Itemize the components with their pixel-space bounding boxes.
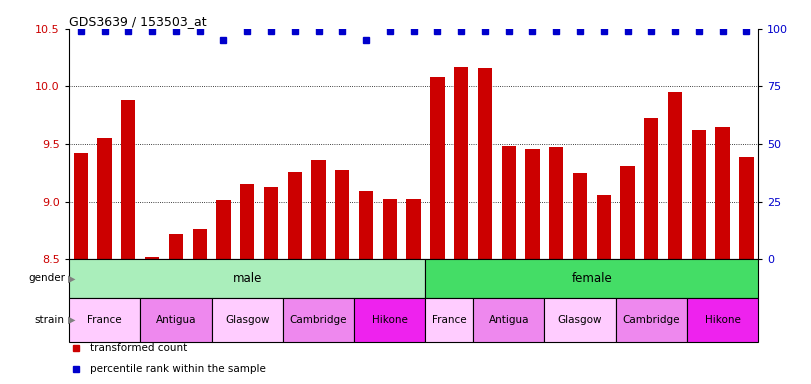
Bar: [169, 234, 183, 259]
Bar: [140, 298, 212, 342]
Bar: [544, 298, 616, 342]
Text: ▶: ▶: [68, 273, 75, 283]
Text: Glasgow: Glasgow: [558, 314, 603, 325]
Bar: [478, 68, 492, 259]
Bar: [121, 100, 135, 259]
Text: Antigua: Antigua: [488, 314, 529, 325]
Text: female: female: [572, 272, 612, 285]
Bar: [687, 298, 758, 342]
Text: GDS3639 / 153503_at: GDS3639 / 153503_at: [69, 15, 207, 28]
Bar: [69, 259, 426, 298]
Text: Hikone: Hikone: [372, 314, 408, 325]
Bar: [264, 187, 278, 259]
Bar: [426, 259, 758, 298]
Text: France: France: [88, 314, 122, 325]
Text: Hikone: Hikone: [705, 314, 740, 325]
Bar: [97, 138, 112, 259]
Bar: [212, 298, 283, 342]
Bar: [740, 157, 753, 259]
Bar: [335, 170, 350, 259]
Text: Antigua: Antigua: [156, 314, 196, 325]
Text: transformed count: transformed count: [89, 343, 187, 353]
Bar: [526, 149, 539, 259]
Bar: [406, 199, 421, 259]
Bar: [668, 92, 682, 259]
Bar: [283, 298, 354, 342]
Bar: [644, 118, 659, 259]
Bar: [715, 127, 730, 259]
Text: Cambridge: Cambridge: [623, 314, 680, 325]
Bar: [431, 77, 444, 259]
Bar: [501, 146, 516, 259]
Bar: [145, 257, 159, 259]
Text: gender: gender: [28, 273, 65, 283]
Bar: [383, 199, 397, 259]
Bar: [217, 200, 230, 259]
Bar: [240, 184, 255, 259]
Bar: [69, 298, 140, 342]
Bar: [692, 130, 706, 259]
Text: Cambridge: Cambridge: [290, 314, 347, 325]
Bar: [473, 298, 544, 342]
Bar: [74, 153, 88, 259]
Bar: [549, 147, 564, 259]
Bar: [454, 67, 468, 259]
Text: strain: strain: [35, 314, 65, 325]
Text: Glasgow: Glasgow: [225, 314, 269, 325]
Bar: [597, 195, 611, 259]
Bar: [616, 298, 687, 342]
Bar: [192, 229, 207, 259]
Bar: [359, 191, 373, 259]
Bar: [288, 172, 302, 259]
Bar: [354, 298, 426, 342]
Text: ▶: ▶: [68, 314, 75, 325]
Bar: [620, 166, 635, 259]
Text: France: France: [432, 314, 466, 325]
Bar: [426, 298, 473, 342]
Bar: [573, 173, 587, 259]
Text: percentile rank within the sample: percentile rank within the sample: [89, 364, 265, 374]
Text: male: male: [233, 272, 262, 285]
Bar: [311, 160, 326, 259]
